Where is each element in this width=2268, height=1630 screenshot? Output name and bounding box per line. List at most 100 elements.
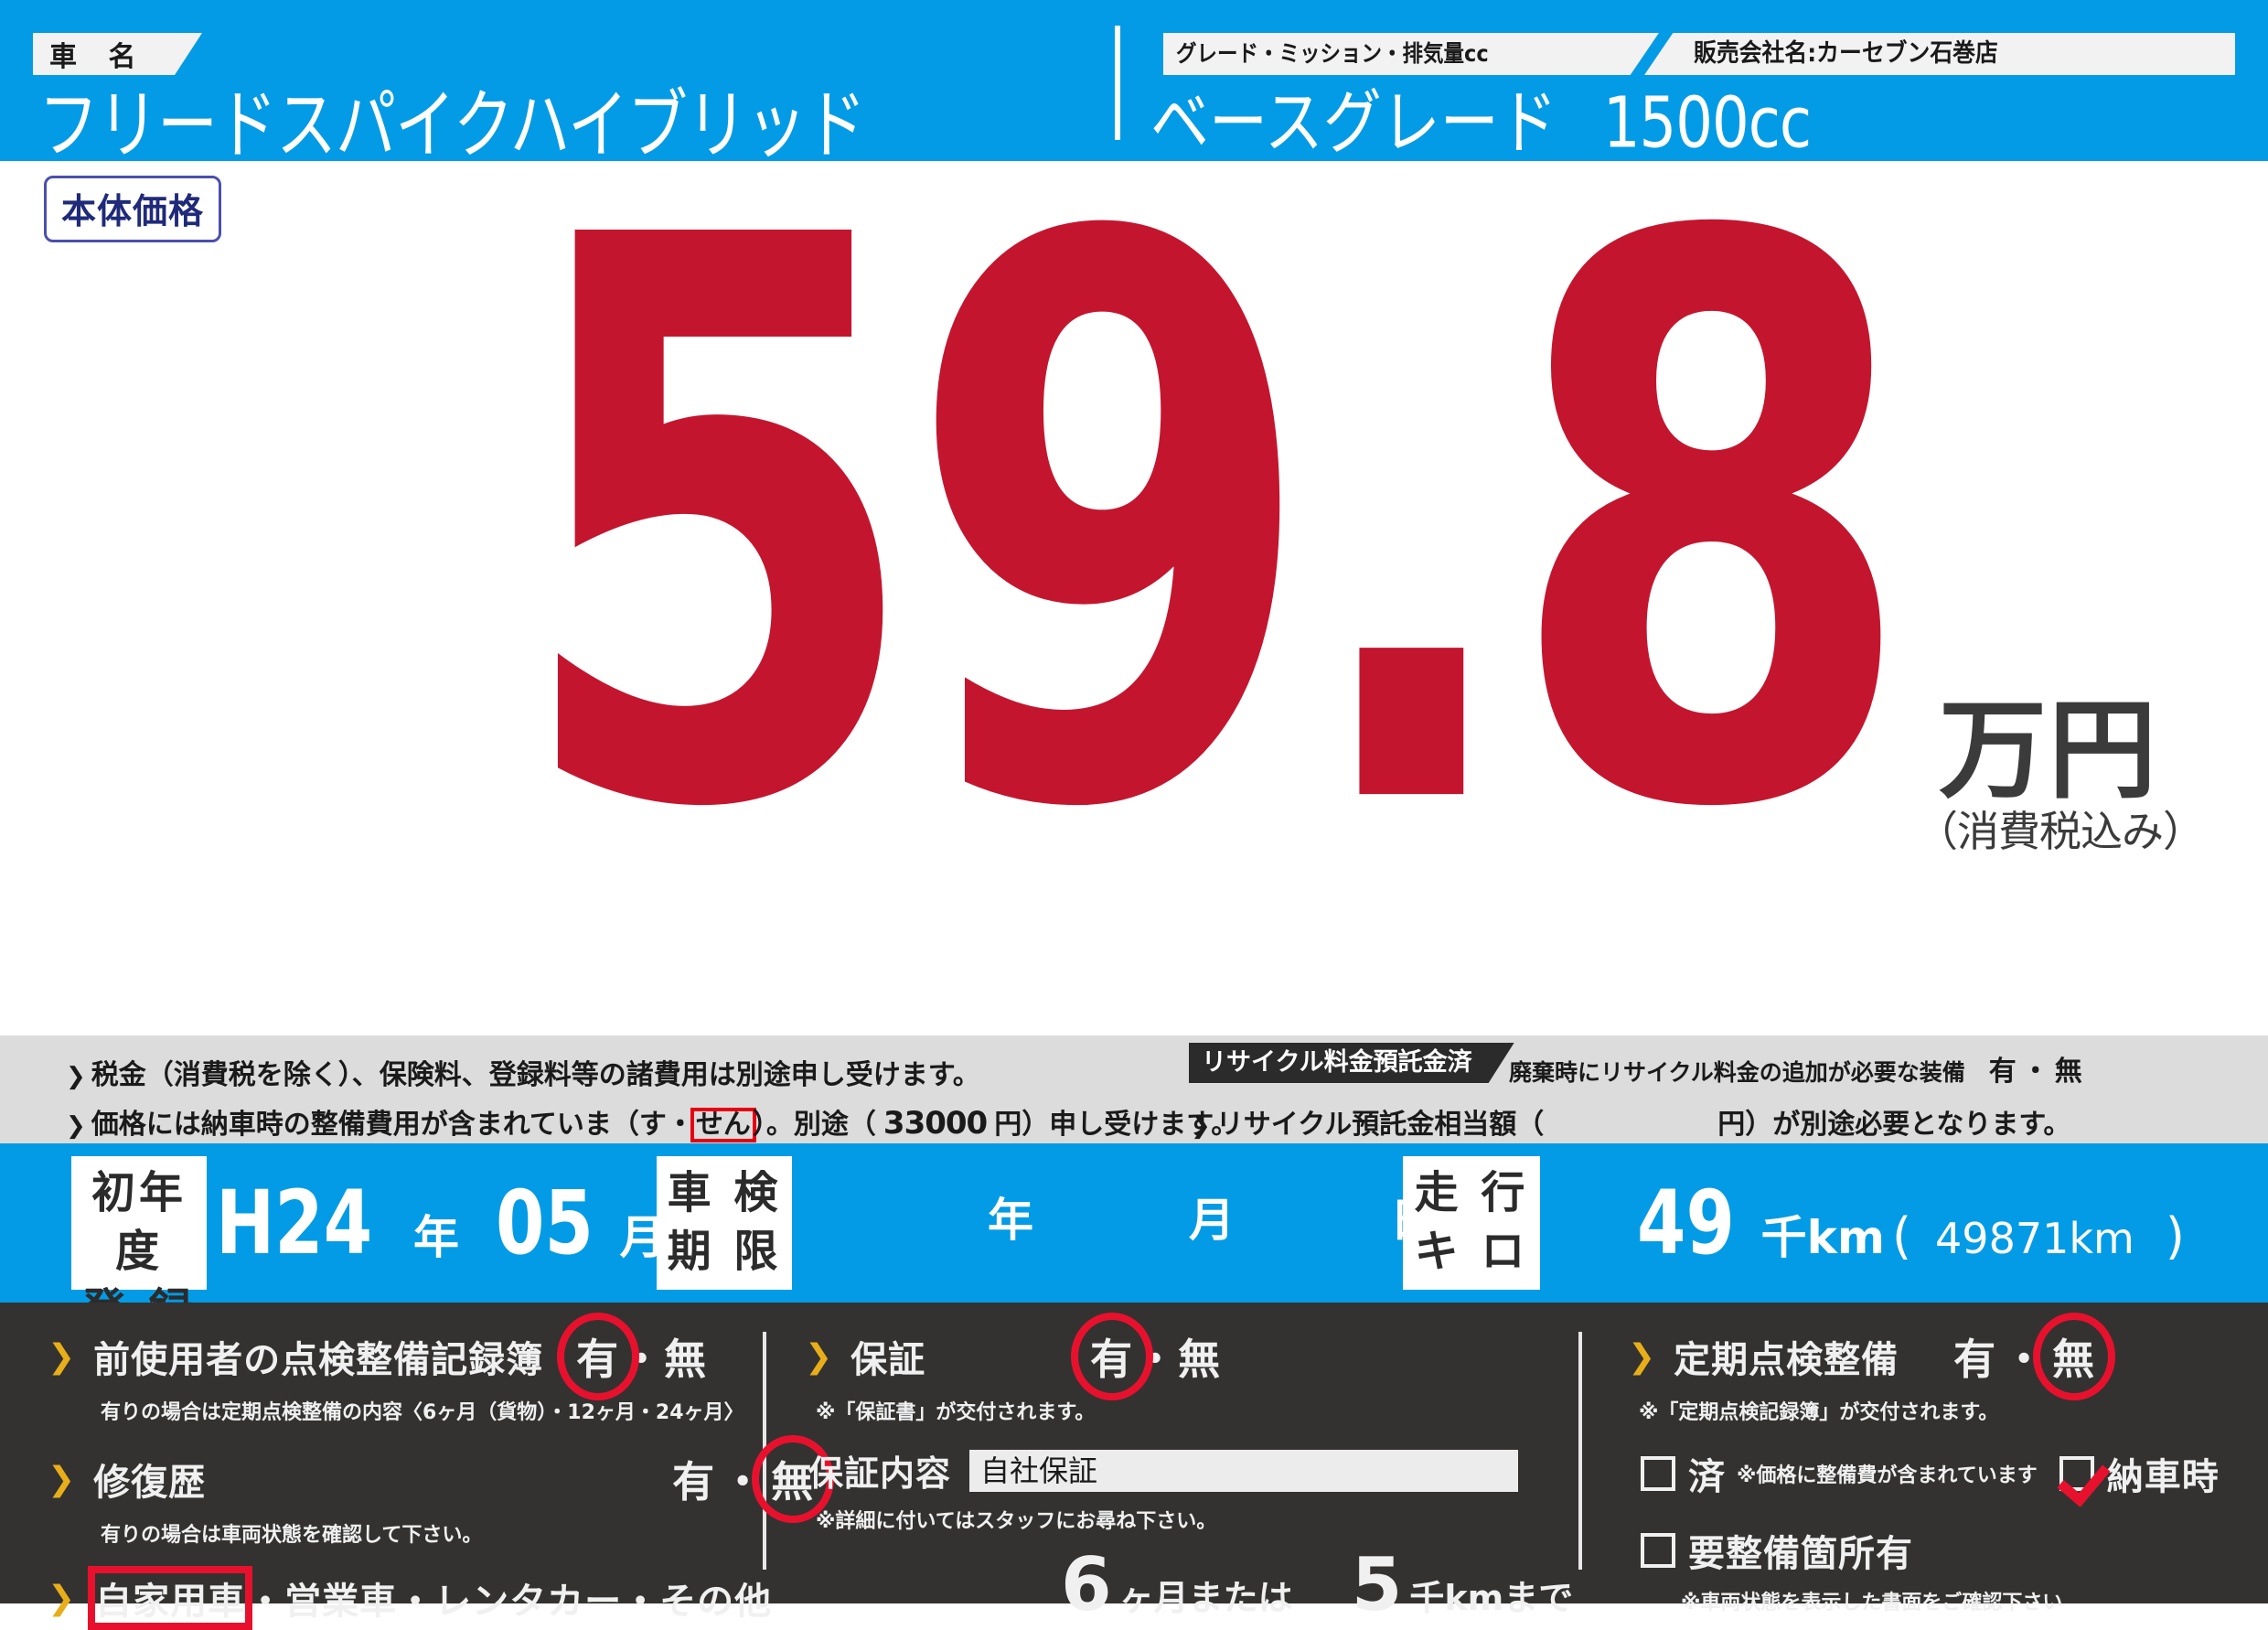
note-tax-line: ❯ 税金（消費税を除く）、保険料、登録料等の諸費用は別途申し受けます。 [66, 1052, 980, 1092]
periodic-inspection-no[interactable]: 無 [2052, 1326, 2096, 1387]
mileage-paren-close: ) [2165, 1207, 2185, 1265]
usage-type-selected[interactable]: 自家用車 [88, 1566, 253, 1630]
repair-history-no[interactable]: 無 [771, 1449, 815, 1509]
inspection-expiry-value: 年月日 [823, 1184, 1436, 1249]
chevron-right-icon: ❯ [48, 1460, 76, 1498]
price-unit: 万円 [1939, 687, 2159, 813]
diagonal-separator-icon [1630, 32, 1674, 76]
recycle-equipment-text: 廃棄時にリサイクル料金の追加が必要な装備 [1509, 1059, 1965, 1086]
inspection-expiry-label-line1: 車 検 [667, 1167, 782, 1218]
warranty-km: 5 [1351, 1542, 1403, 1627]
periodic-inspection-note: ※「定期点検記録簿」が交付されます。 [1639, 1401, 1999, 1424]
checkbox-done[interactable] [1641, 1456, 1675, 1491]
checkbox-needs-repair-label: 要整備箇所有 [1688, 1533, 1913, 1575]
displacement-value: 1500cc [1602, 82, 1812, 165]
warranty-months-unit: ヶ月または [1118, 1578, 1293, 1618]
note-tax-text: 税金（消費税を除く）、保険料、登録料等の諸費用は別途申し受けます。 [91, 1059, 980, 1091]
note-maintenance-line: ❯ 価格には納車時の整備費用が含まれていま（す・せん）。別途（ 33000 円）申し受… [66, 1101, 1238, 1142]
header-divider [1115, 26, 1120, 140]
price-tag-badge: 本体価格 [44, 176, 222, 242]
column-divider-2 [1578, 1332, 1582, 1570]
recycle-amount-text-b: 円）が別途必要となります。 [1717, 1109, 2071, 1141]
periodic-inspection-label: 定期点検整備 [1674, 1339, 1899, 1381]
warranty-content-label: 保証内容 [808, 1453, 952, 1494]
checkbox-on-delivery[interactable] [2059, 1456, 2094, 1491]
repair-history-label: 修復歴 [93, 1462, 207, 1504]
inspection-expiry-label: 車 検 期 限 [657, 1156, 792, 1290]
warranty-content-field[interactable]: 自社保証 [969, 1449, 1519, 1492]
prev-owner-record-note: 有りの場合は定期点検整備の内容〈6ヶ月（貨物）・12ヶ月・24ヶ月〉 [101, 1401, 744, 1424]
repair-history-note: 有りの場合は車両状態を確認して下さい。 [101, 1524, 483, 1547]
periodic-inspection-yes[interactable]: 有 [1953, 1335, 1998, 1384]
grade-label-bar: グレード・ミッション・排気量cc 販売会社名:カーセブン石巻店 [1163, 32, 2235, 76]
details-column-periodic-inspection: ❯ 定期点検整備 有・無 ※「定期点検記録簿」が交付されます。 済 ※価格に整備… [1628, 1303, 2250, 1615]
recycle-equipment-line: 廃棄時にリサイクル料金の追加が必要な装備 有・無 [1509, 1048, 2088, 1088]
warranty-km-unit: 千kmまで [1409, 1578, 1574, 1618]
mileage-value-row: 49 千km(49871km) [1637, 1165, 2185, 1281]
chevron-right-icon: ❯ [48, 1579, 76, 1617]
details-column-inspection-record: ❯ 前使用者の点検整備記録簿 有・無 有りの場合は定期点検整備の内容〈6ヶ月（貨… [48, 1303, 813, 1630]
note-maintenance-text-a: 価格には納車時の整備費用が含まれていま（す・ [91, 1109, 694, 1141]
inspection-month-unit: 月 [1189, 1194, 1235, 1247]
warranty-no[interactable]: 無 [1178, 1335, 1223, 1384]
chevron-right-icon: ❯ [805, 1337, 833, 1376]
prev-owner-record-no[interactable]: 無 [664, 1335, 709, 1384]
price-section: 本体価格 59.8 万円 （消費税込み） [0, 75, 2268, 1035]
chevron-right-icon: ❯ [48, 1337, 76, 1376]
grade-value: ベースグレード [1150, 82, 1557, 165]
warranty-months: 6 [1061, 1542, 1112, 1627]
usage-type-others[interactable]: ・営業車・レンタカー・その他 [247, 1581, 773, 1623]
mileage-label-line1: 走 行 [1414, 1167, 1529, 1218]
mileage-label: 走 行 キ ロ [1403, 1156, 1540, 1290]
warranty-yes[interactable]: 有 [1090, 1326, 1134, 1387]
first-registration-label: 初年度 登 録 [71, 1156, 207, 1335]
dealer-name-label: 販売会社名:カーセブン石巻店 [1694, 39, 1998, 68]
chevron-right-icon: ❯ [1628, 1337, 1656, 1376]
note-maintenance-text-b: ）。別途（ [752, 1109, 876, 1141]
checkbox-needs-repair[interactable] [1641, 1533, 1675, 1568]
registration-month: 05 [495, 1172, 594, 1274]
price-tag-label: 本体価格 [61, 191, 205, 231]
header-bar: 車 名 フリードスパイクハイブリッド グレード・ミッション・排気量cc 販売会社… [0, 0, 2268, 169]
note-maintenance-text-c: 円）申し受けます。 [994, 1109, 1239, 1141]
inspection-expiry-label-line2: 期 限 [667, 1226, 782, 1277]
checkbox-on-delivery-label: 納車時 [2106, 1456, 2220, 1498]
grade-value-row: ベースグレード 1500cc [1150, 79, 1812, 168]
details-column-warranty: ❯ 保証 有・無 ※「保証書」が交付されます。 保証内容 自社保証 ※詳細に付い… [805, 1303, 1573, 1627]
chevron-right-icon: ❯ [1191, 1112, 1211, 1140]
car-name-label: 車 名 [49, 41, 147, 73]
mileage-label-line2: キ ロ [1414, 1226, 1529, 1277]
recycle-amount-text-a: リサイクル預託金相当額（ [1215, 1109, 1545, 1141]
warranty-note: ※「保証書」が交付されます。 [816, 1401, 1096, 1424]
checkbox-done-note: ※価格に整備費が含まれています [1737, 1464, 2038, 1487]
warranty-label: 保証 [850, 1339, 926, 1381]
price-tax-note: （消費税込み） [1916, 807, 2205, 856]
mileage-value: 49 [1637, 1172, 1735, 1274]
checkbox-needs-repair-note: ※車両状態を表示した書面をご確認下さい [1681, 1592, 2063, 1614]
mileage-paren-open: ( [1891, 1207, 1912, 1265]
mileage-exact: 49871km [1935, 1214, 2134, 1263]
recycle-deposit-badge: リサイクル料金預託金済 [1189, 1043, 1514, 1083]
repair-history-yes[interactable]: 有 [672, 1457, 717, 1507]
maintenance-fee-amount: 33000 [883, 1105, 988, 1142]
note-maintenance-highlight: せん [690, 1108, 756, 1142]
price-value: 59.8 [512, 75, 1917, 978]
chevron-right-icon: ❯ [66, 1063, 86, 1090]
grade-label: グレード・ミッション・排気量cc [1176, 40, 1489, 67]
car-name-label-tab: 車 名 [33, 33, 202, 75]
recycle-equipment-yesno: 有・無 [1988, 1056, 2088, 1088]
notes-band: ❯ 税金（消費税を除く）、保険料、登録料等の諸費用は別途申し受けます。 ❯ 価格には… [0, 1035, 2268, 1143]
checkbox-done-label: 済 [1688, 1456, 1726, 1498]
car-name-value: フリードスパイクハイブリッド [38, 80, 866, 169]
details-section: ❯ 前使用者の点検整備記録簿 有・無 有りの場合は定期点検整備の内容〈6ヶ月（貨… [0, 1303, 2268, 1630]
first-registration-label-line1: 初年度 [91, 1167, 187, 1277]
registration-year: H24 [216, 1172, 373, 1274]
recycle-amount-line: ❯ リサイクル預託金相当額（ 円）が別途必要となります。 [1191, 1101, 2070, 1142]
prev-owner-record-yes[interactable]: 有 [576, 1326, 620, 1387]
chevron-right-icon: ❯ [66, 1112, 86, 1140]
mileage-unit: 千km [1760, 1211, 1885, 1264]
first-registration-value: H24 年 05 月 [216, 1165, 666, 1281]
warranty-content-note: ※詳細に付いてはスタッフにお尋ね下さい。 [816, 1510, 1217, 1533]
